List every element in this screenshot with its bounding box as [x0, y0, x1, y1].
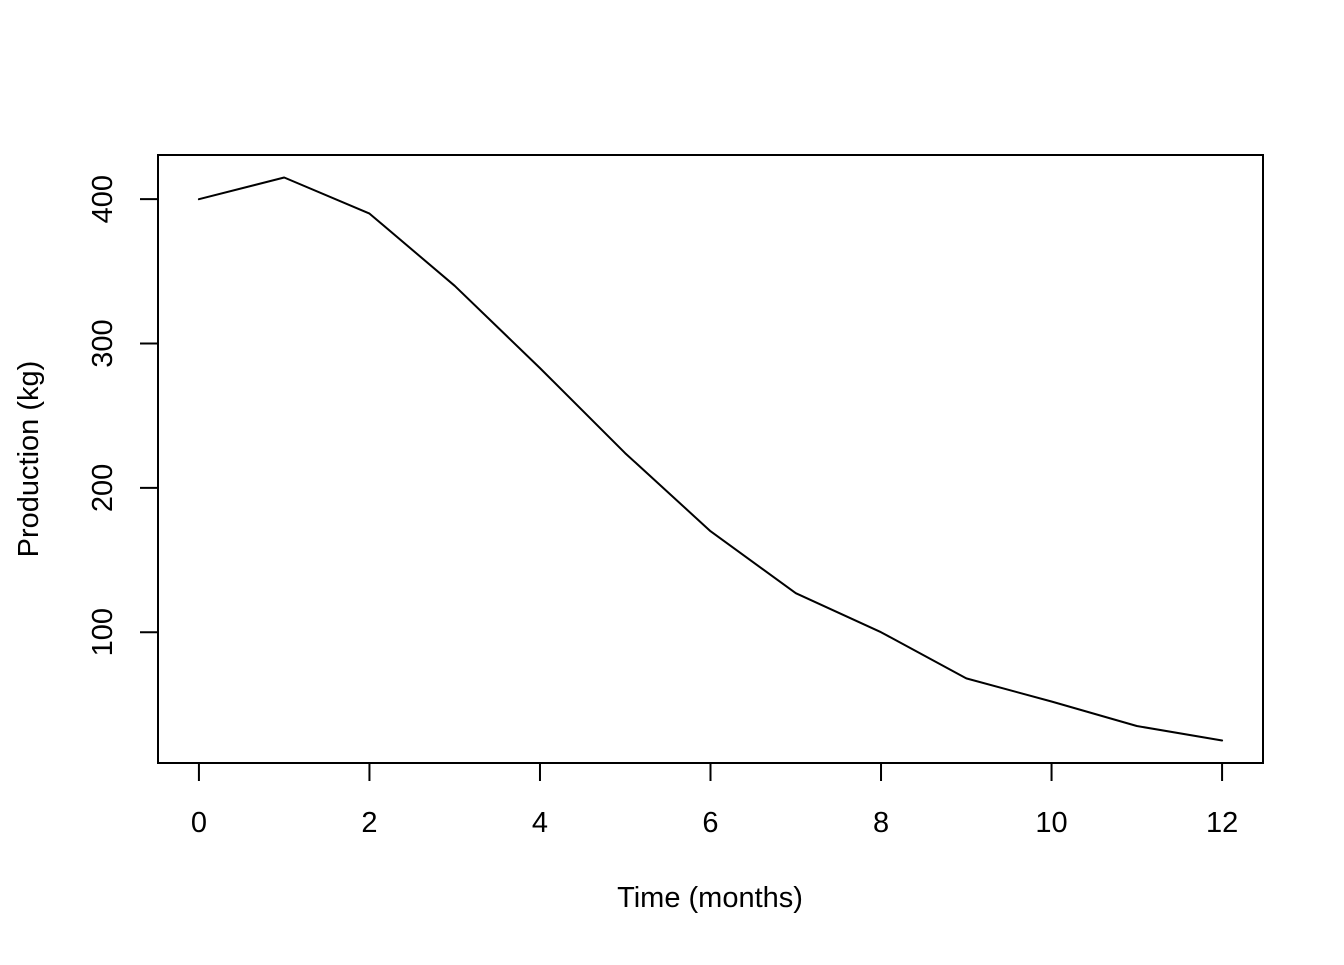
x-tick-label: 4: [532, 807, 548, 839]
y-axis-title: Production (kg): [13, 361, 45, 558]
y-tick-label: 200: [87, 464, 119, 512]
y-tick-label: 400: [87, 175, 119, 223]
plot-area-border: [157, 154, 1264, 764]
y-tick-label: 100: [87, 608, 119, 656]
x-axis-ticks: [197, 763, 1224, 781]
x-tick-label: 2: [361, 807, 377, 839]
x-tick-label: 10: [1035, 807, 1067, 839]
y-tick-label: 300: [87, 319, 119, 367]
y-axis-tick-labels: 100 200 300 400: [87, 175, 119, 656]
x-tick-label: 8: [873, 807, 889, 839]
x-axis-tick-labels: 0 2 4 6 8 10 12: [191, 807, 1238, 839]
y-axis-ticks: [140, 198, 158, 634]
x-tick-label: 12: [1206, 807, 1238, 839]
x-tick-label: 6: [702, 807, 718, 839]
production-data-line: [197, 176, 1224, 742]
x-axis-title: Time (months): [617, 882, 803, 914]
x-tick-label: 0: [191, 807, 207, 839]
